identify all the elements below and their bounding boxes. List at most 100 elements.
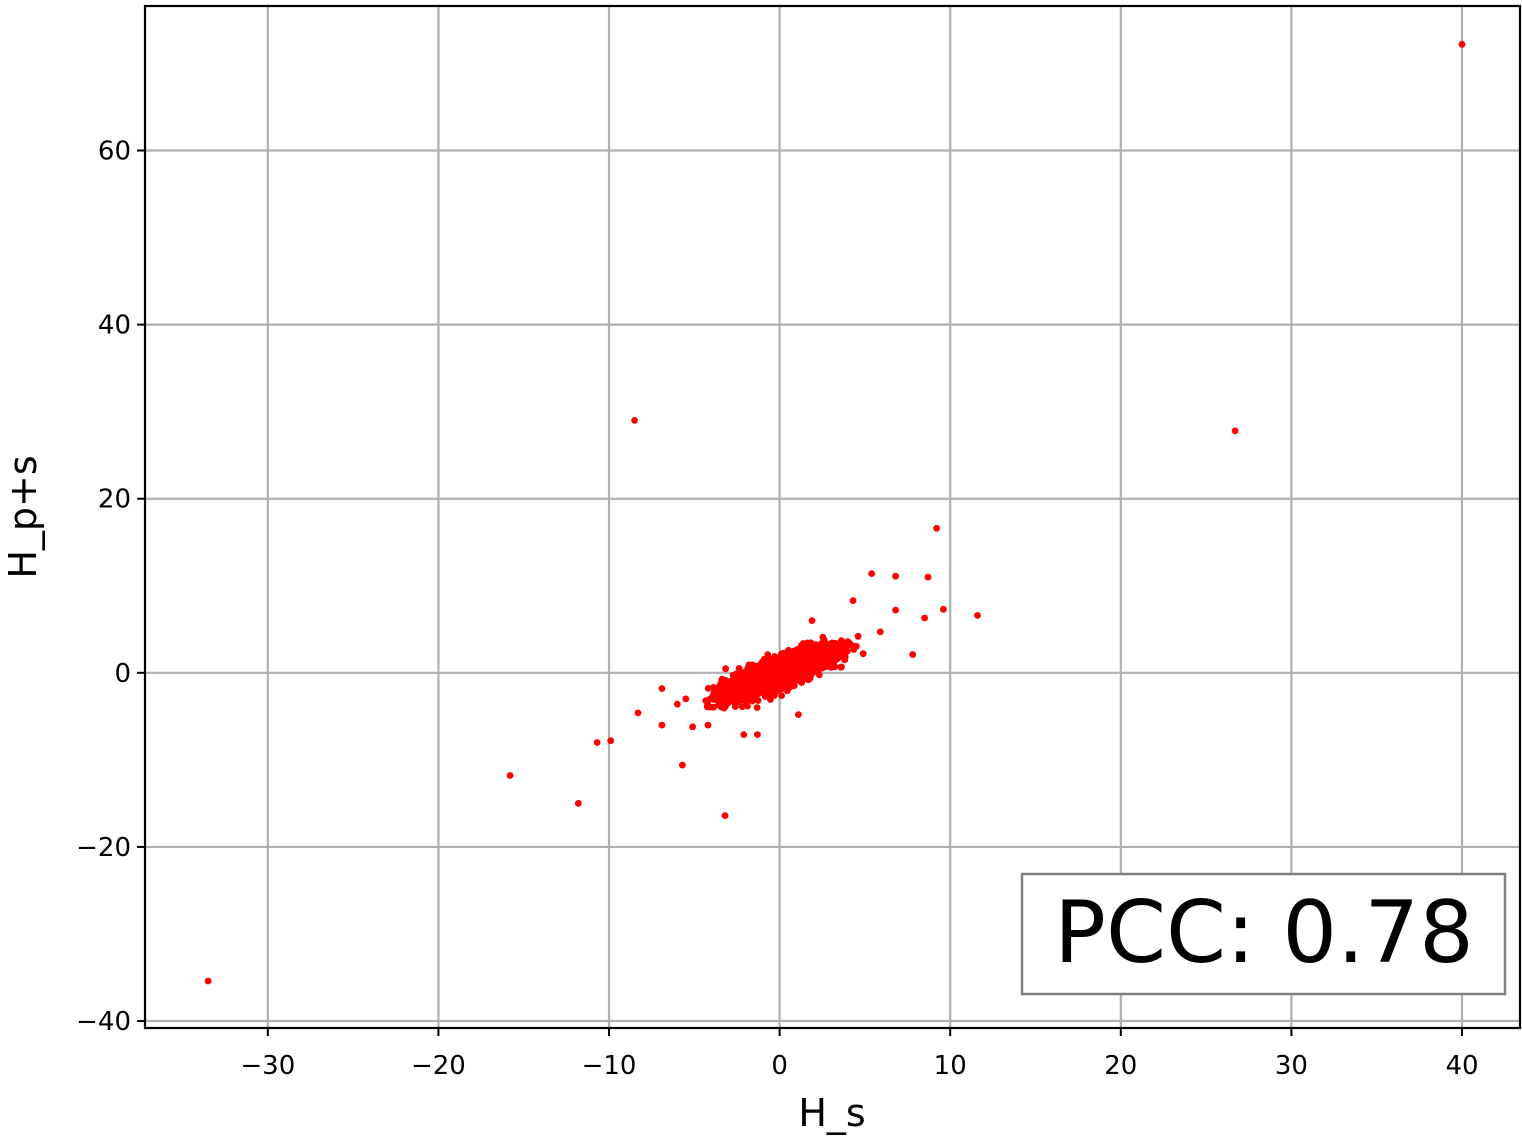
data-point <box>807 651 814 659</box>
data-point <box>759 665 767 673</box>
data-point <box>778 692 785 699</box>
data-point <box>726 695 734 702</box>
data-point <box>574 800 582 807</box>
data-point <box>822 647 830 655</box>
pcc-annotation-text: PCC: 0.78 <box>1054 883 1474 983</box>
data-point <box>747 668 754 676</box>
data-point <box>738 703 746 711</box>
data-point <box>593 739 601 746</box>
data-point <box>799 655 806 662</box>
data-point <box>805 644 813 652</box>
data-point <box>717 703 725 711</box>
data-point <box>940 605 947 613</box>
data-point <box>804 656 812 664</box>
data-point <box>1231 427 1239 435</box>
data-point <box>764 661 772 668</box>
data-point <box>772 686 780 694</box>
data-point <box>841 656 849 663</box>
data-point <box>204 977 212 985</box>
data-point <box>780 658 788 666</box>
data-point <box>778 675 785 682</box>
data-point <box>721 812 729 819</box>
y-tick-label: −20 <box>76 833 131 863</box>
data-point <box>704 721 712 729</box>
data-point <box>793 646 801 653</box>
data-point <box>753 704 761 711</box>
data-point <box>814 652 822 660</box>
data-point <box>892 572 899 580</box>
y-tick-label: 60 <box>98 137 131 167</box>
data-point <box>828 639 836 647</box>
data-point <box>808 617 816 624</box>
data-point <box>798 663 806 671</box>
data-point <box>807 639 815 647</box>
data-point <box>933 524 940 532</box>
y-tick-label: −40 <box>76 1007 131 1037</box>
data-point <box>702 697 710 704</box>
data-point <box>682 695 690 703</box>
data-point <box>706 703 714 711</box>
data-point <box>721 691 729 699</box>
data-point <box>762 690 769 698</box>
data-point <box>835 649 843 657</box>
x-tick-label: 40 <box>1445 1051 1478 1081</box>
data-point <box>739 675 747 683</box>
y-tick-label: 20 <box>98 485 131 515</box>
data-point <box>909 651 917 658</box>
data-point <box>795 670 802 678</box>
data-point <box>1458 40 1466 48</box>
data-point <box>710 684 717 691</box>
data-point <box>787 668 794 676</box>
x-axis-label: H_s <box>798 1091 865 1135</box>
y-tick-label: 40 <box>98 311 131 341</box>
y-axis-label: H_p+s <box>1 455 45 578</box>
data-point <box>780 685 788 693</box>
data-point <box>819 633 827 641</box>
data-point <box>756 684 763 692</box>
data-point <box>689 723 696 731</box>
data-point <box>819 664 827 672</box>
data-point <box>506 772 514 779</box>
data-point <box>768 667 775 675</box>
data-point <box>673 700 681 708</box>
data-point <box>658 685 666 692</box>
data-point <box>799 640 807 647</box>
data-point <box>722 677 730 684</box>
data-point <box>770 692 778 699</box>
data-point <box>761 670 768 678</box>
data-point <box>634 709 642 717</box>
data-point <box>774 669 782 677</box>
y-tick-label: 0 <box>114 659 131 689</box>
data-point <box>745 661 753 669</box>
data-point <box>752 692 760 700</box>
data-point <box>744 702 751 710</box>
x-tick-label: 20 <box>1104 1051 1137 1081</box>
data-point <box>921 614 928 622</box>
data-point <box>815 659 822 667</box>
data-point <box>658 721 666 729</box>
data-point <box>631 417 638 424</box>
data-point <box>974 612 981 619</box>
data-point <box>868 570 876 577</box>
data-point <box>849 597 857 604</box>
data-point <box>732 703 739 710</box>
data-point <box>745 678 753 686</box>
data-point <box>722 665 729 673</box>
data-point <box>713 691 720 699</box>
data-point <box>771 653 779 660</box>
data-point <box>876 628 884 636</box>
data-point <box>740 731 748 738</box>
x-tick-label: −10 <box>582 1051 637 1081</box>
data-point <box>859 650 867 658</box>
data-point <box>740 684 747 692</box>
data-point <box>754 731 761 738</box>
data-point <box>679 761 686 769</box>
pcc-annotation: PCC: 0.78 <box>1020 872 1507 996</box>
x-tick-label: 30 <box>1275 1051 1308 1081</box>
data-point <box>924 573 932 581</box>
data-point <box>795 711 802 718</box>
plot-frame <box>143 4 1522 1030</box>
data-point <box>854 632 862 640</box>
data-point <box>704 685 712 692</box>
